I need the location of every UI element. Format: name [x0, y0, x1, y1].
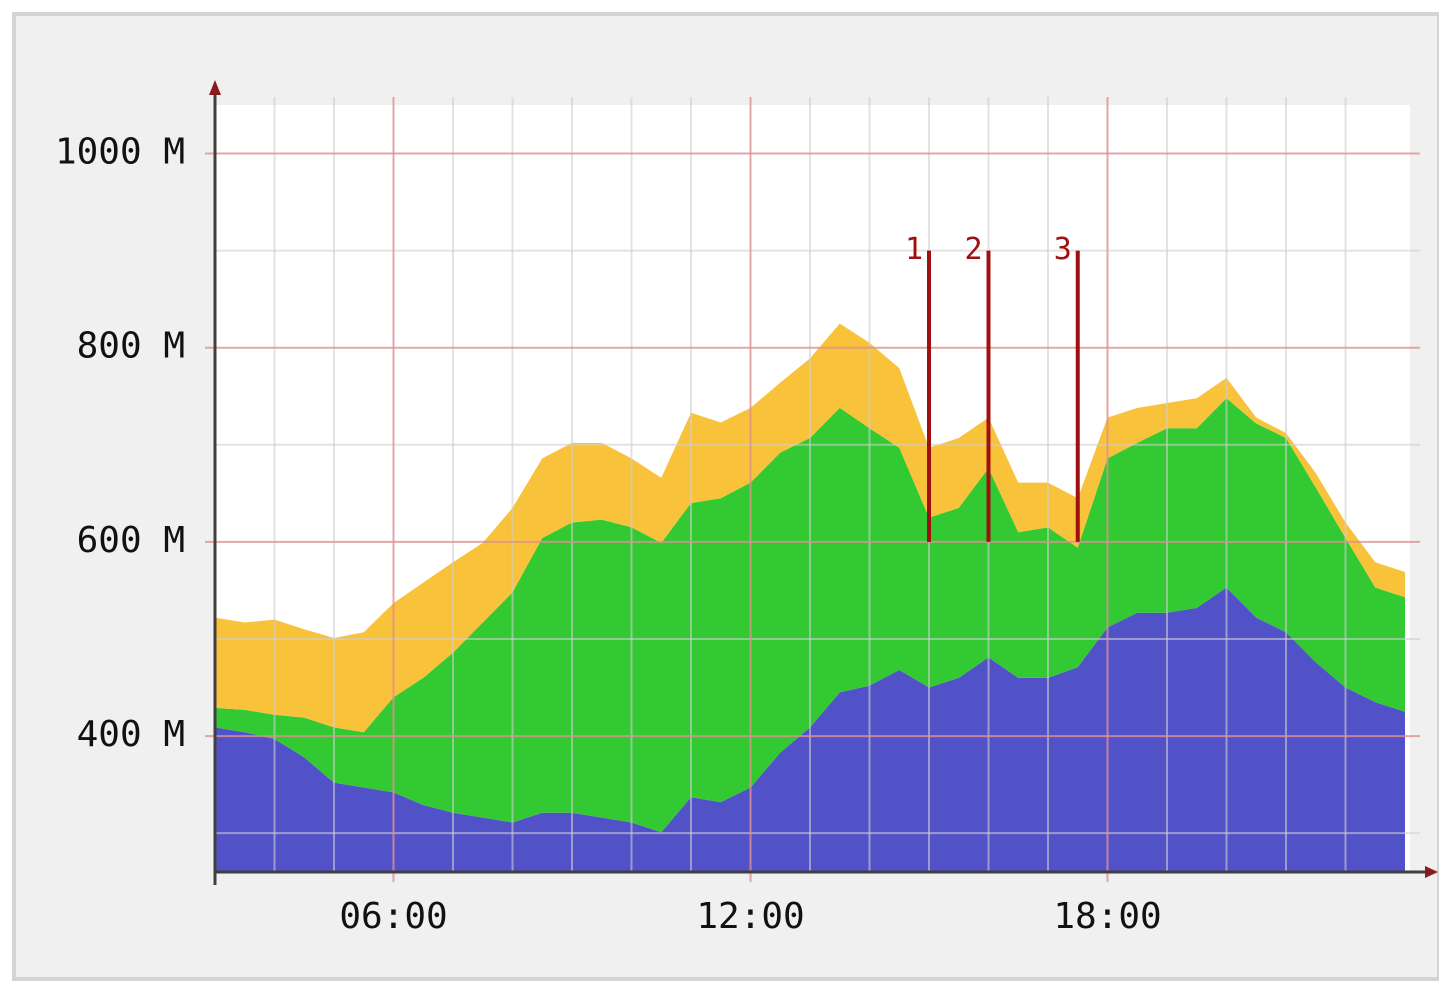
x-tick-label: 12:00 — [696, 896, 804, 937]
y-tick-label: 1000 M — [55, 132, 185, 173]
x-tick-label: 18:00 — [1053, 896, 1161, 937]
marker-label: 2 — [964, 232, 982, 267]
marker-label: 3 — [1054, 232, 1072, 267]
labels: 400 M 600 M 800 M 1000 M 06:00 12:00 18:00 1 2 3 — [55, 132, 1162, 937]
y-arrow — [209, 80, 221, 95]
marker-label: 1 — [905, 232, 923, 267]
x-arrow — [1425, 866, 1438, 878]
y-tick-label: 600 M — [77, 520, 185, 561]
x-tick-label: 06:00 — [339, 896, 447, 937]
y-tick-label: 400 M — [77, 714, 185, 755]
axes — [209, 80, 1438, 885]
y-tick-label: 800 M — [77, 326, 185, 367]
